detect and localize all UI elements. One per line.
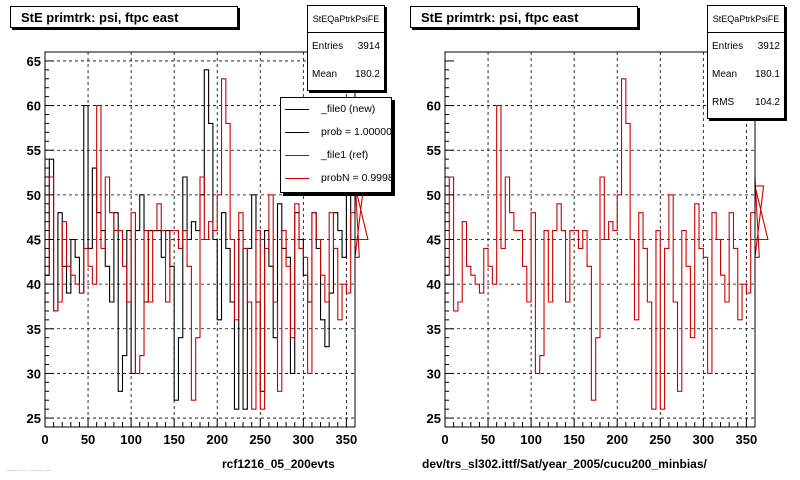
stats-left: StEQaPtrkPsiFE Entries 3914 Mean 180.2 <box>307 5 385 91</box>
ytick-label-1-40: 40 <box>427 277 441 292</box>
series-0-1 <box>45 78 369 410</box>
legend-swatch-prob <box>285 132 309 133</box>
stats-right-row-mean: Mean 180.1 <box>708 61 784 89</box>
title-left-text: StE primtrk: psi, ftpc east <box>21 10 179 25</box>
xtick-label-0-250: 250 <box>249 432 271 447</box>
ytick-label-0-55: 55 <box>27 143 41 158</box>
ytick-label-0-30: 30 <box>27 366 41 381</box>
legend-left: _file0 (new) prob = 1.000000 _file1 (ref… <box>280 97 392 193</box>
xtick-label-1-0: 0 <box>441 432 448 447</box>
legend-label-probn: probN = 0.999834 <box>321 172 391 184</box>
legend-swatch-new <box>285 109 309 110</box>
xtick-label-0-150: 150 <box>163 432 185 447</box>
ytick-label-1-25: 25 <box>427 411 441 426</box>
stats-right-rms-value: 104.2 <box>754 97 780 108</box>
stats-left-mean-value: 180.2 <box>354 69 380 80</box>
xtick-label-1-50: 50 <box>481 432 495 447</box>
legend-entry-new: _file0 (new) <box>281 98 391 121</box>
series-1-0 <box>445 78 769 410</box>
footer-right: dev/trs_sl302.ittf/Sat/year_2005/cucu200… <box>422 457 707 471</box>
ytick-label-0-60: 60 <box>27 99 41 114</box>
legend-swatch-ref <box>285 155 309 156</box>
legend-label-prob: prob = 1.000000 <box>321 126 392 138</box>
stats-right: StEQaPtrkPsiFE Entries 3912 Mean 180.1 R… <box>707 5 785 119</box>
ytick-label-0-25: 25 <box>27 411 41 426</box>
title-right-text: StE primtrk: psi, ftpc east <box>421 10 579 25</box>
xtick-label-0-50: 50 <box>81 432 95 447</box>
stats-right-entries-value: 3912 <box>757 41 780 52</box>
stats-right-entries-label: Entries <box>712 41 744 52</box>
ytick-label-1-45: 45 <box>427 233 441 248</box>
xtick-label-0-350: 350 <box>336 432 358 447</box>
ytick-label-1-55: 55 <box>427 143 441 158</box>
stats-left-row-mean: Mean 180.2 <box>308 61 384 89</box>
stats-right-mean-value: 180.1 <box>754 69 780 80</box>
xtick-label-1-300: 300 <box>692 432 714 447</box>
ytick-label-0-50: 50 <box>27 188 41 203</box>
stats-left-name: StEQaPtrkPsiFE <box>308 6 384 33</box>
xtick-label-1-100: 100 <box>520 432 542 447</box>
xtick-label-1-150: 150 <box>563 432 585 447</box>
stats-left-entries-value: 3914 <box>357 41 380 52</box>
legend-label-ref: _file1 (ref) <box>321 149 369 161</box>
xtick-label-0-200: 200 <box>206 432 228 447</box>
legend-swatch-probn <box>285 178 309 179</box>
legend-label-new: _file0 (new) <box>321 103 376 115</box>
footer-left: rcf1216_05_200evts <box>222 457 335 471</box>
title-right: StE primtrk: psi, ftpc east <box>410 6 638 28</box>
ytick-label-0-35: 35 <box>27 322 41 337</box>
stats-right-row-rms: RMS 104.2 <box>708 89 784 117</box>
legend-entry-ref: _file1 (ref) <box>281 144 391 167</box>
legend-entry-prob: prob = 1.000000 <box>281 121 391 144</box>
legend-entry-probn: probN = 0.999834 <box>281 167 391 190</box>
xtick-label-0-300: 300 <box>292 432 314 447</box>
stats-right-row-entries: Entries 3912 <box>708 33 784 61</box>
xtick-label-0-0: 0 <box>41 432 48 447</box>
ytick-label-1-35: 35 <box>427 322 441 337</box>
ytick-label-0-65: 65 <box>27 54 41 69</box>
plot-right: 0 50 100 150 200 250 300 350 25 30 35 40 45 50 55 60 <box>427 51 769 447</box>
stats-left-entries-label: Entries <box>312 41 344 52</box>
xtick-label-1-350: 350 <box>736 432 758 447</box>
stats-right-rms-label: RMS <box>712 97 735 108</box>
corner-smudge: .......... .. ........ .... <box>6 467 52 473</box>
ytick-label-0-45: 45 <box>27 233 41 248</box>
xtick-label-1-200: 200 <box>606 432 628 447</box>
xtick-label-0-100: 100 <box>120 432 142 447</box>
ytick-label-0-40: 40 <box>27 277 41 292</box>
ytick-label-1-30: 30 <box>427 366 441 381</box>
stats-right-name: StEQaPtrkPsiFE <box>708 6 784 33</box>
title-left: StE primtrk: psi, ftpc east <box>10 6 238 28</box>
ytick-label-1-60: 60 <box>427 99 441 114</box>
stats-right-mean-label: Mean <box>712 69 738 80</box>
ytick-label-1-50: 50 <box>427 188 441 203</box>
stats-left-mean-label: Mean <box>312 69 338 80</box>
stats-left-row-entries: Entries 3914 <box>308 33 384 61</box>
xtick-label-1-250: 250 <box>649 432 671 447</box>
